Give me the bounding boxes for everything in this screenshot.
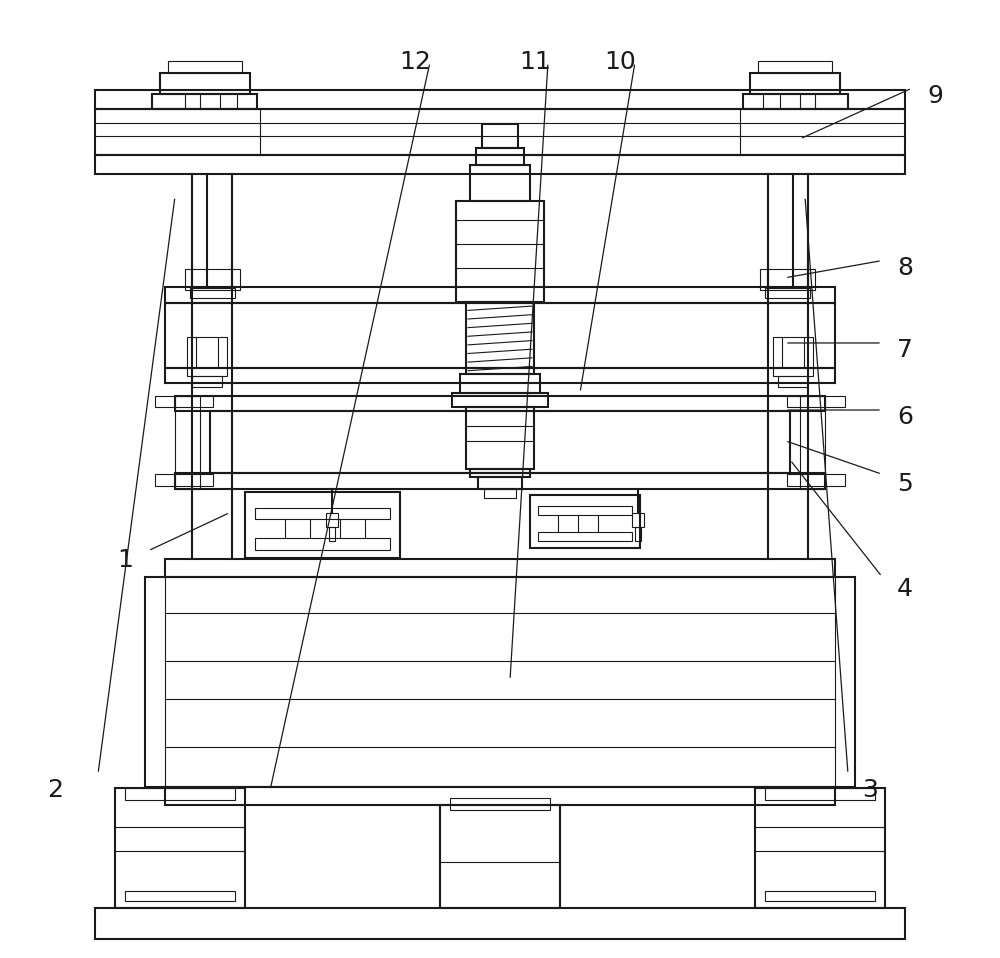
Bar (175, 396, 825, 411)
Bar (450, 798, 550, 810)
Bar (155, 474, 213, 486)
Bar (466, 302, 534, 374)
Bar (155, 396, 213, 407)
Bar (484, 489, 516, 498)
Text: 1: 1 (117, 548, 133, 573)
Bar (760, 269, 815, 290)
Bar (190, 288, 235, 298)
Bar (168, 61, 242, 73)
Bar (115, 788, 245, 908)
Text: 6: 6 (897, 404, 913, 429)
Text: 7: 7 (897, 337, 913, 362)
Bar (145, 577, 855, 787)
Bar (185, 269, 240, 290)
Bar (95, 908, 905, 939)
Text: 4: 4 (897, 577, 913, 602)
Bar (165, 287, 835, 303)
Bar (175, 396, 200, 489)
Text: 10: 10 (604, 50, 636, 75)
Bar (800, 396, 825, 489)
Bar (165, 787, 835, 805)
Text: 11: 11 (519, 50, 551, 75)
Bar (470, 469, 530, 477)
Text: 8: 8 (897, 256, 913, 281)
Bar (329, 527, 335, 541)
Bar (787, 474, 845, 486)
Bar (470, 165, 530, 201)
Bar (175, 473, 825, 489)
Bar (778, 376, 808, 387)
Bar (125, 891, 235, 901)
Bar (765, 288, 810, 298)
Bar (466, 407, 534, 469)
Bar (440, 805, 560, 908)
Bar (765, 788, 875, 800)
Bar (165, 559, 835, 577)
Bar (192, 376, 222, 387)
Bar (765, 891, 875, 901)
Bar (530, 495, 640, 548)
Bar (245, 492, 400, 558)
Bar (755, 788, 885, 908)
Bar (95, 90, 905, 109)
Bar (165, 368, 835, 383)
Bar (773, 337, 813, 376)
Bar (160, 73, 250, 94)
Bar (787, 396, 845, 407)
Bar (476, 148, 524, 165)
Bar (125, 788, 235, 800)
Bar (152, 94, 257, 109)
Bar (758, 61, 832, 73)
Text: 9: 9 (927, 83, 943, 108)
Text: 12: 12 (399, 50, 431, 75)
Text: 2: 2 (47, 778, 63, 803)
Bar (326, 513, 338, 527)
Bar (478, 477, 522, 489)
Bar (456, 201, 544, 302)
Bar (187, 337, 227, 376)
Text: 3: 3 (862, 778, 878, 803)
Bar (482, 124, 518, 148)
Text: 5: 5 (897, 471, 913, 496)
Bar (165, 303, 835, 368)
Bar (210, 411, 790, 473)
Bar (95, 109, 905, 155)
Bar (743, 94, 848, 109)
Bar (255, 538, 390, 550)
Bar (538, 506, 632, 515)
Bar (460, 374, 540, 393)
Bar (255, 508, 390, 519)
Bar (538, 532, 632, 541)
Bar (632, 513, 644, 527)
Bar (750, 73, 840, 94)
Bar (452, 393, 548, 407)
Bar (635, 527, 641, 541)
Bar (95, 155, 905, 174)
